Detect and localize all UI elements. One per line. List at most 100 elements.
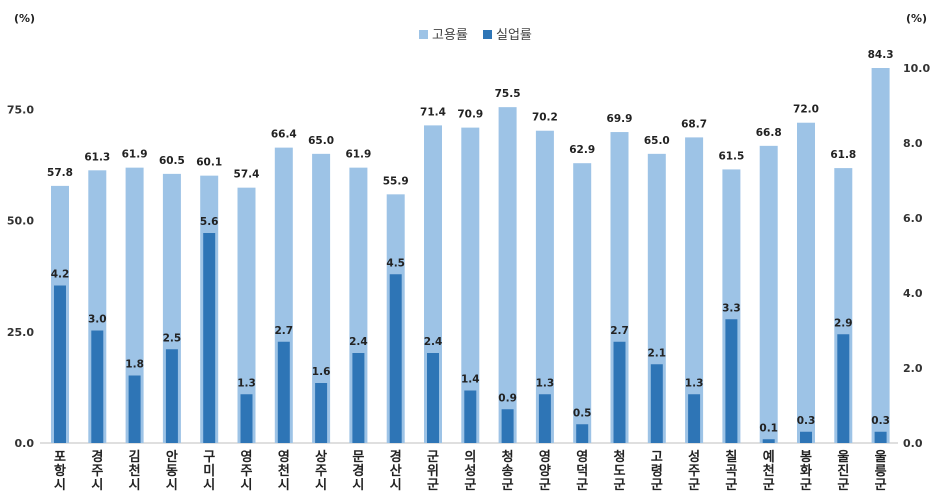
left-axis-tick: 0.0 (15, 437, 35, 450)
employment-value-label: 55.9 (383, 175, 409, 187)
employment-value-label: 61.3 (84, 151, 110, 163)
employment-bar (759, 145, 778, 443)
unemployment-value-label: 1.3 (237, 377, 256, 389)
employment-bar (871, 68, 890, 443)
unemployment-bar (725, 319, 738, 443)
unemployment-bar (837, 334, 850, 443)
employment-value-label: 66.4 (271, 129, 297, 141)
unemployment-bar (315, 383, 328, 443)
unemployment-value-label: 3.3 (722, 302, 741, 314)
unemployment-value-label: 1.3 (536, 377, 555, 389)
employment-value-label: 75.5 (495, 88, 521, 100)
employment-value-label: 70.2 (532, 112, 558, 124)
data-labels: 57.8 4.2 61.3 3.0 61.9 1.8 60.5 2.5 60.1 5.6 57.4 1… (47, 49, 894, 434)
employment-bar (797, 122, 815, 443)
unemployment-value-label: 2.4 (424, 336, 443, 348)
axes: 0.0 25.0 50.0 75.0 0.0 2.0 4.0 6.0 8.0 10.0 (7, 62, 931, 450)
left-axis-unit: (%) (14, 12, 35, 25)
unemployment-bar (389, 274, 402, 443)
employment-value-label: 71.4 (420, 106, 446, 118)
employment-value-label: 65.0 (308, 135, 334, 147)
legend-label-unemployment: 실업률 (496, 28, 532, 43)
unemployment-bar (352, 353, 365, 443)
unemployment-value-label: 1.3 (685, 377, 704, 389)
legend-swatch-employment (419, 30, 428, 39)
unemployment-value-label: 0.1 (759, 422, 778, 434)
employment-value-label: 68.7 (681, 118, 707, 130)
unemployment-value-label: 5.6 (200, 216, 219, 228)
unemployment-bar (240, 394, 253, 443)
employment-value-label: 69.9 (607, 113, 633, 125)
employment-value-label: 57.8 (47, 167, 73, 179)
unemployment-bar (277, 341, 290, 443)
unemployment-value-label: 4.2 (51, 269, 70, 281)
employment-value-label: 62.9 (569, 144, 595, 156)
employment-value-label: 61.5 (718, 150, 744, 162)
unemployment-bar (688, 394, 701, 443)
unemployment-value-label: 2.7 (274, 325, 293, 337)
unemployment-bar (800, 431, 812, 443)
unemployment-value-label: 3.0 (88, 314, 107, 326)
employment-value-label: 60.5 (159, 155, 185, 167)
unemployment-value-label: 1.6 (312, 366, 331, 378)
unemployment-value-label: 1.8 (125, 359, 144, 371)
unemployment-value-label: 2.9 (834, 317, 853, 329)
employment-value-label: 65.0 (644, 135, 670, 147)
right-axis-tick: 4.0 (903, 287, 923, 300)
employment-value-label: 70.9 (457, 109, 483, 121)
legend: 고용률 실업률 (419, 28, 532, 43)
employment-value-label: 60.1 (196, 157, 222, 169)
unemployment-bar (874, 431, 887, 443)
unemployment-bar (762, 439, 775, 443)
unemployment-bar (538, 394, 551, 443)
employment-value-label: 61.8 (830, 149, 856, 161)
unemployment-bar (650, 364, 663, 443)
unemployment-value-label: 0.5 (573, 407, 592, 419)
unemployment-value-label: 4.5 (386, 257, 405, 269)
unemployment-bar (91, 330, 104, 443)
employment-value-label: 84.3 (868, 49, 894, 61)
right-axis-tick: 6.0 (903, 212, 923, 225)
employment-bar (237, 187, 256, 443)
legend-label-employment: 고용률 (432, 28, 468, 43)
unemployment-bar (576, 424, 589, 443)
employment-bar (573, 163, 592, 443)
employment-bar (498, 107, 517, 443)
employment-bar (685, 137, 704, 443)
employment-bar (312, 153, 331, 443)
unemployment-bar (54, 285, 66, 443)
right-axis-tick: 10.0 (903, 62, 930, 75)
unemployment-value-label: 2.7 (610, 325, 629, 337)
unemployment-bar (128, 375, 141, 443)
employment-bar (535, 130, 554, 444)
unemployment-value-label: 2.4 (349, 336, 368, 348)
right-axis-tick: 8.0 (903, 137, 923, 150)
employment-value-label: 72.0 (793, 104, 819, 116)
unemployment-value-label: 1.4 (461, 374, 480, 386)
unemployment-bar (613, 341, 626, 443)
category-labels: 포 항 시 경 주 시 김 천 시 안 동 시 구 미 시 영 주 시 영 천 시 상 주 시 문 경 시 경 산 시 군 위 군 의 성 군 청 송 군 영… (54, 449, 887, 493)
employment-value-label: 66.8 (756, 127, 782, 139)
right-axis-tick: 2.0 (903, 362, 923, 375)
legend-swatch-unemployment (483, 30, 492, 39)
unemployment-bar (501, 409, 514, 443)
